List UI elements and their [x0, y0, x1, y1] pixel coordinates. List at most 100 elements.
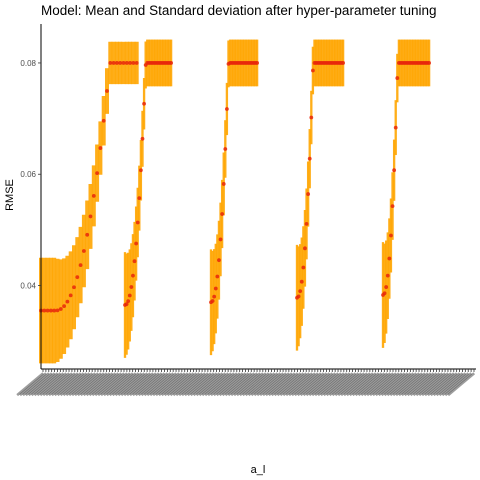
- x-tick-label: [374, 372, 403, 397]
- x-tick-label: [140, 372, 169, 397]
- mean-point: [68, 293, 73, 298]
- x-tick-label: [91, 372, 120, 397]
- x-tick-label: [354, 372, 383, 397]
- x-tick-label: [51, 372, 79, 397]
- series-group-5: [381, 39, 432, 348]
- x-tick-label: [172, 372, 201, 397]
- x-tick-label: [270, 372, 299, 397]
- x-tick-label: [325, 372, 354, 397]
- x-tick-label: [340, 372, 369, 397]
- mean-point: [296, 294, 301, 299]
- y-tick-label: 0.06: [20, 170, 36, 179]
- mean-point: [390, 204, 395, 208]
- x-tick-label: [111, 372, 140, 397]
- x-tick-label: [337, 372, 366, 397]
- x-tick-label: [294, 372, 322, 397]
- mean-point: [121, 61, 126, 65]
- x-tick-label: [132, 372, 160, 397]
- x-tick-label: [299, 372, 328, 397]
- mean-point: [132, 259, 137, 264]
- x-tick-label: [149, 372, 178, 397]
- mean-point: [137, 196, 142, 201]
- mean-point: [304, 222, 309, 226]
- x-tick-label: [351, 372, 380, 397]
- x-tick-label: [256, 372, 285, 397]
- x-tick-label: [123, 372, 152, 397]
- mean-point: [299, 279, 304, 284]
- x-tick-label: [262, 372, 290, 397]
- x-tick-label: [357, 372, 386, 397]
- x-tick-label: [178, 372, 207, 397]
- x-tick-label: [369, 372, 397, 397]
- mean-point: [392, 168, 397, 173]
- x-tick-label: [386, 372, 415, 397]
- x-tick-label: [366, 372, 395, 397]
- mean-point: [115, 61, 119, 65]
- mean-point: [134, 61, 139, 65]
- chart-title: Model: Mean and Standard deviation after…: [41, 3, 437, 18]
- x-tick-label: [412, 372, 441, 397]
- mean-point: [131, 61, 136, 65]
- mean-point: [140, 136, 145, 141]
- x-tick-label: [195, 372, 224, 397]
- x-tick-label: [253, 372, 282, 397]
- x-tick-label: [77, 372, 105, 397]
- mean-point: [82, 249, 86, 253]
- mean-point: [95, 171, 99, 176]
- mean-point: [105, 89, 109, 93]
- mean-point: [220, 212, 225, 216]
- x-tick-label: [406, 372, 435, 397]
- mean-point: [75, 275, 80, 280]
- series-group-2: [123, 39, 174, 358]
- x-tick-label: [134, 372, 163, 397]
- x-tick-label: [105, 372, 134, 397]
- x-tick-label: [59, 372, 88, 397]
- x-tick-label: [415, 372, 444, 397]
- x-tick-label: [279, 372, 308, 397]
- x-tick-label: [230, 372, 259, 397]
- x-tick-label: [360, 372, 389, 397]
- x-tick-label: [427, 372, 455, 397]
- x-tick-label: [236, 372, 264, 397]
- x-tick-label: [233, 372, 261, 397]
- x-tick-label: [334, 372, 363, 397]
- x-tick-label: [224, 372, 253, 397]
- x-tick-label: [227, 372, 256, 397]
- x-tick-label: [372, 372, 400, 397]
- x-tick-label: [244, 372, 273, 397]
- x-tick-label: [33, 372, 62, 397]
- x-tick-label: [42, 372, 71, 397]
- x-tick-label: [429, 372, 458, 397]
- mean-point: [58, 307, 63, 311]
- chart-marks: [39, 39, 432, 364]
- x-tick-label: [444, 372, 473, 397]
- x-tick-label: [239, 372, 267, 397]
- x-tick-label: [94, 372, 123, 397]
- x-tick-label: [114, 372, 143, 397]
- x-tick-label: [418, 372, 447, 397]
- mean-point: [111, 61, 116, 65]
- x-tick-label: [314, 372, 342, 397]
- x-tick-label: [424, 372, 452, 397]
- mean-point: [45, 308, 50, 313]
- x-tick-label: [85, 372, 114, 397]
- x-tick-label: [348, 372, 377, 397]
- x-tick-label: [100, 372, 128, 397]
- mean-point: [62, 304, 66, 309]
- x-tick-label: [305, 372, 334, 397]
- mean-point: [298, 289, 303, 294]
- mean-point: [389, 233, 393, 238]
- mean-point: [169, 61, 174, 65]
- mean-point: [91, 193, 96, 198]
- x-tick-label: [175, 372, 204, 397]
- x-tick-label: [36, 372, 65, 397]
- mean-point: [384, 285, 389, 289]
- series-group-1: [39, 41, 139, 364]
- mean-point: [126, 299, 131, 304]
- x-tick-label: [65, 372, 94, 397]
- mean-point: [311, 68, 315, 73]
- x-axis-label: a_l: [251, 464, 266, 476]
- mean-point: [210, 299, 215, 303]
- mean-point: [217, 258, 221, 263]
